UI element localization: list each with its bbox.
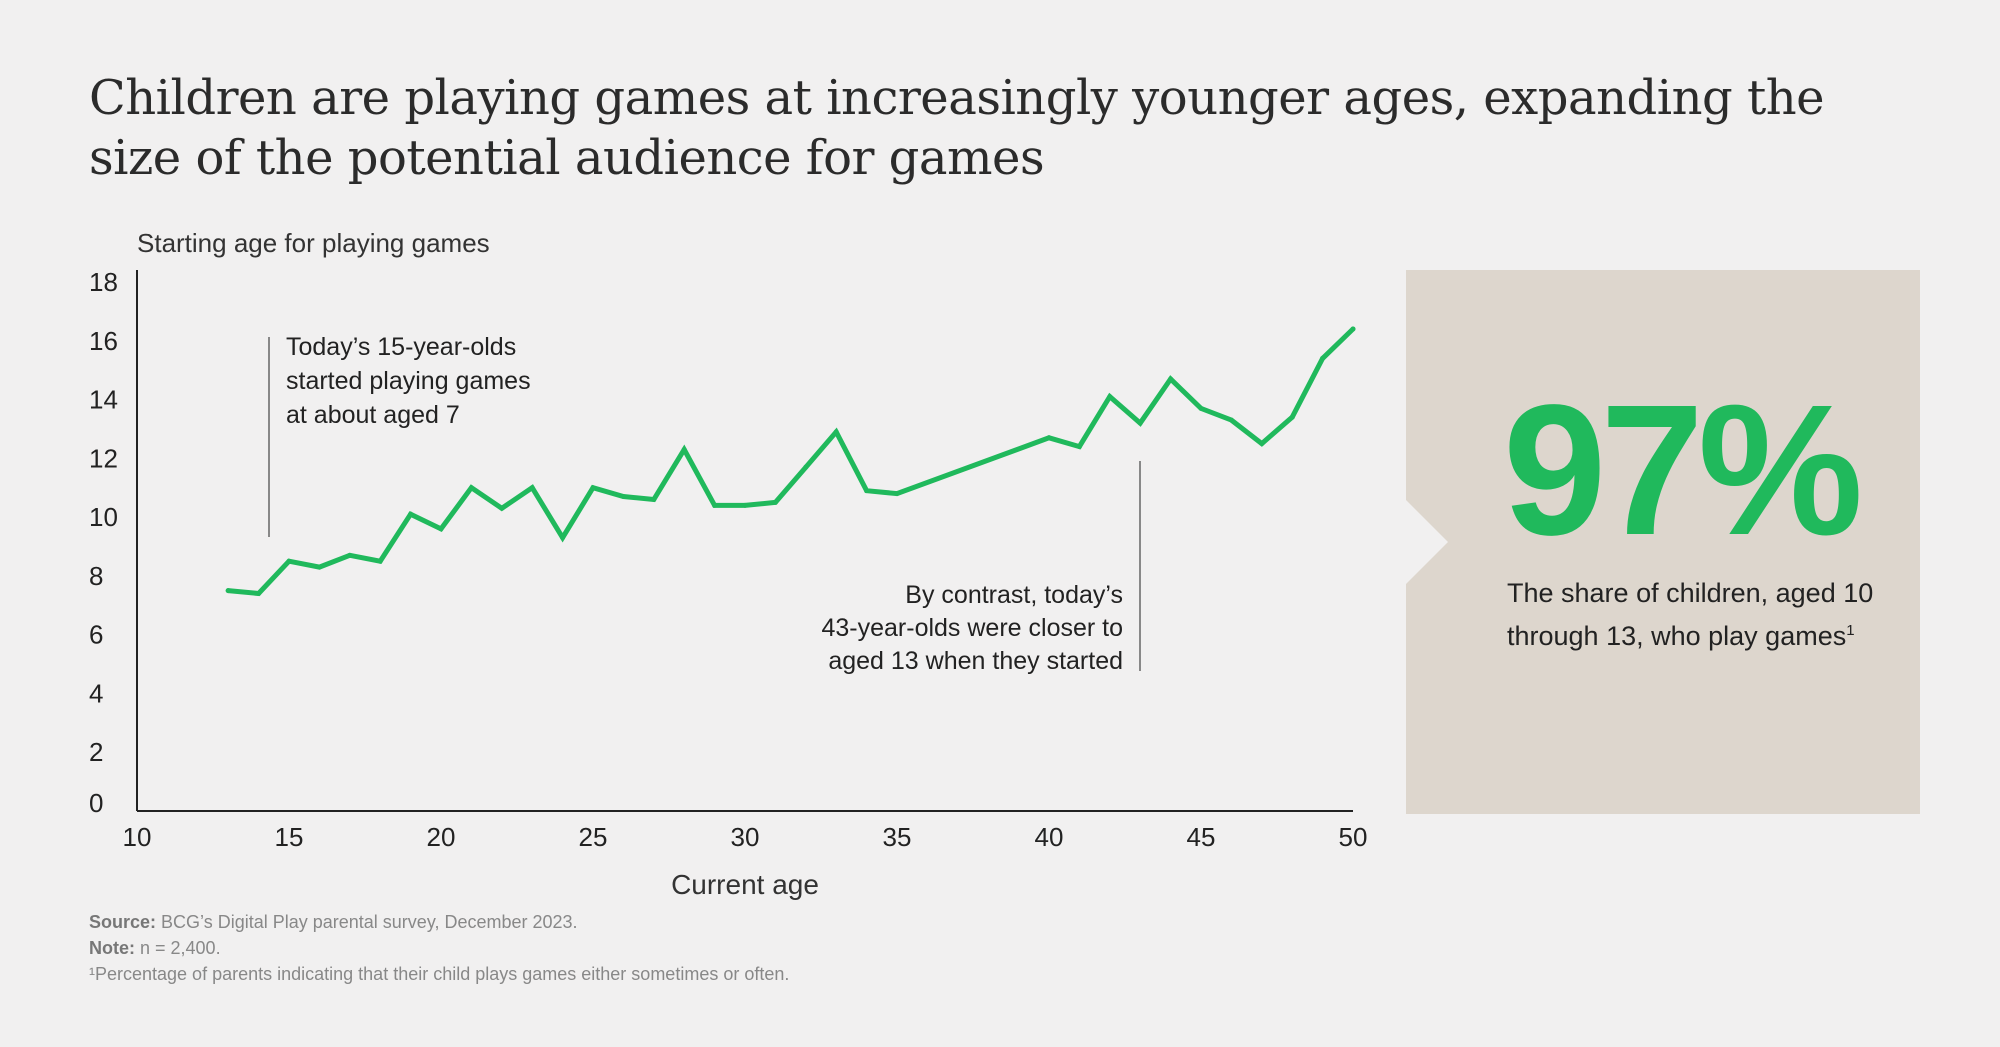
x-tick-label: 20 bbox=[427, 822, 456, 852]
y-tick-label: 16 bbox=[89, 326, 118, 356]
data-point bbox=[772, 499, 778, 505]
stat-panel bbox=[1406, 270, 1920, 814]
stat-description-text: The share of children, aged 10 through 1… bbox=[1507, 578, 1874, 651]
data-point bbox=[681, 447, 687, 453]
data-point bbox=[1350, 326, 1356, 332]
stat-description: The share of children, aged 10 through 1… bbox=[1507, 575, 1887, 655]
data-point bbox=[1289, 414, 1295, 420]
data-point bbox=[620, 494, 626, 500]
y-tick-label: 12 bbox=[89, 443, 118, 473]
annotation-text-line: 43-year-olds were closer to bbox=[821, 614, 1123, 642]
data-point bbox=[347, 552, 353, 558]
data-point bbox=[225, 588, 231, 594]
y-tick-label: 14 bbox=[89, 385, 118, 415]
data-point bbox=[1046, 435, 1052, 441]
annotation-text-line: aged 13 when they started bbox=[828, 647, 1123, 675]
data-point bbox=[590, 485, 596, 491]
data-point bbox=[712, 502, 718, 508]
x-tick-label: 25 bbox=[579, 822, 608, 852]
note-text: n = 2,400. bbox=[135, 938, 221, 958]
data-point bbox=[1076, 444, 1082, 450]
source-text: BCG’s Digital Play parental survey, Dece… bbox=[156, 912, 578, 932]
source-label: Source: bbox=[89, 912, 157, 932]
data-point bbox=[651, 496, 657, 502]
x-tick-label: 15 bbox=[275, 822, 304, 852]
data-point bbox=[1107, 394, 1113, 400]
x-tick-label: 30 bbox=[731, 822, 760, 852]
y-tick-label: 0 bbox=[89, 788, 103, 818]
y-tick-label: 2 bbox=[89, 737, 103, 767]
data-point bbox=[377, 558, 383, 564]
data-point bbox=[438, 526, 444, 532]
x-tick-label: 40 bbox=[1035, 822, 1064, 852]
note-line: Note: n = 2,400. bbox=[89, 935, 1489, 961]
annotation-text-line: at about aged 7 bbox=[286, 401, 460, 429]
data-point bbox=[316, 564, 322, 570]
data-point bbox=[529, 485, 535, 491]
y-tick-label: 18 bbox=[89, 267, 118, 297]
annotation-text-line: Today’s 15-year-olds bbox=[286, 333, 516, 361]
data-point bbox=[1137, 420, 1143, 426]
data-point bbox=[1198, 405, 1204, 411]
data-point bbox=[256, 591, 262, 597]
annotation-text-line: started playing games bbox=[286, 367, 531, 395]
data-point bbox=[1228, 417, 1234, 423]
data-point bbox=[499, 505, 505, 511]
data-point bbox=[468, 485, 474, 491]
data-point bbox=[408, 511, 414, 517]
stat-value: 97% bbox=[1503, 367, 1863, 574]
y-axis-title: Starting age for playing games bbox=[137, 228, 490, 258]
data-point bbox=[1320, 355, 1326, 361]
data-point bbox=[1259, 441, 1265, 447]
annotation-text-line: By contrast, today’s bbox=[905, 581, 1123, 609]
x-tick-label: 35 bbox=[883, 822, 912, 852]
footer: Source: BCG’s Digital Play parental surv… bbox=[89, 909, 1489, 987]
data-point bbox=[894, 491, 900, 497]
data-point bbox=[286, 558, 292, 564]
data-point bbox=[864, 488, 870, 494]
x-axis-title: Current age bbox=[671, 869, 819, 900]
footnote-marker: 1 bbox=[1846, 622, 1855, 639]
page-title: Children are playing games at increasing… bbox=[89, 70, 1825, 186]
data-point bbox=[560, 535, 566, 541]
data-point bbox=[833, 429, 839, 435]
y-tick-label: 4 bbox=[89, 678, 103, 708]
y-tick-label: 10 bbox=[89, 502, 118, 532]
series-line bbox=[225, 326, 1356, 597]
x-tick-label: 50 bbox=[1339, 822, 1368, 852]
data-point bbox=[803, 464, 809, 470]
source-line: Source: BCG’s Digital Play parental surv… bbox=[89, 909, 1489, 935]
y-tick-label: 6 bbox=[89, 620, 103, 650]
x-tick-label: 10 bbox=[123, 822, 152, 852]
y-tick-label: 8 bbox=[89, 561, 103, 591]
data-point bbox=[742, 502, 748, 508]
note-label: Note: bbox=[89, 938, 135, 958]
data-point bbox=[1168, 376, 1174, 382]
x-tick-label: 45 bbox=[1187, 822, 1216, 852]
footnote: ¹Percentage of parents indicating that t… bbox=[89, 964, 790, 984]
